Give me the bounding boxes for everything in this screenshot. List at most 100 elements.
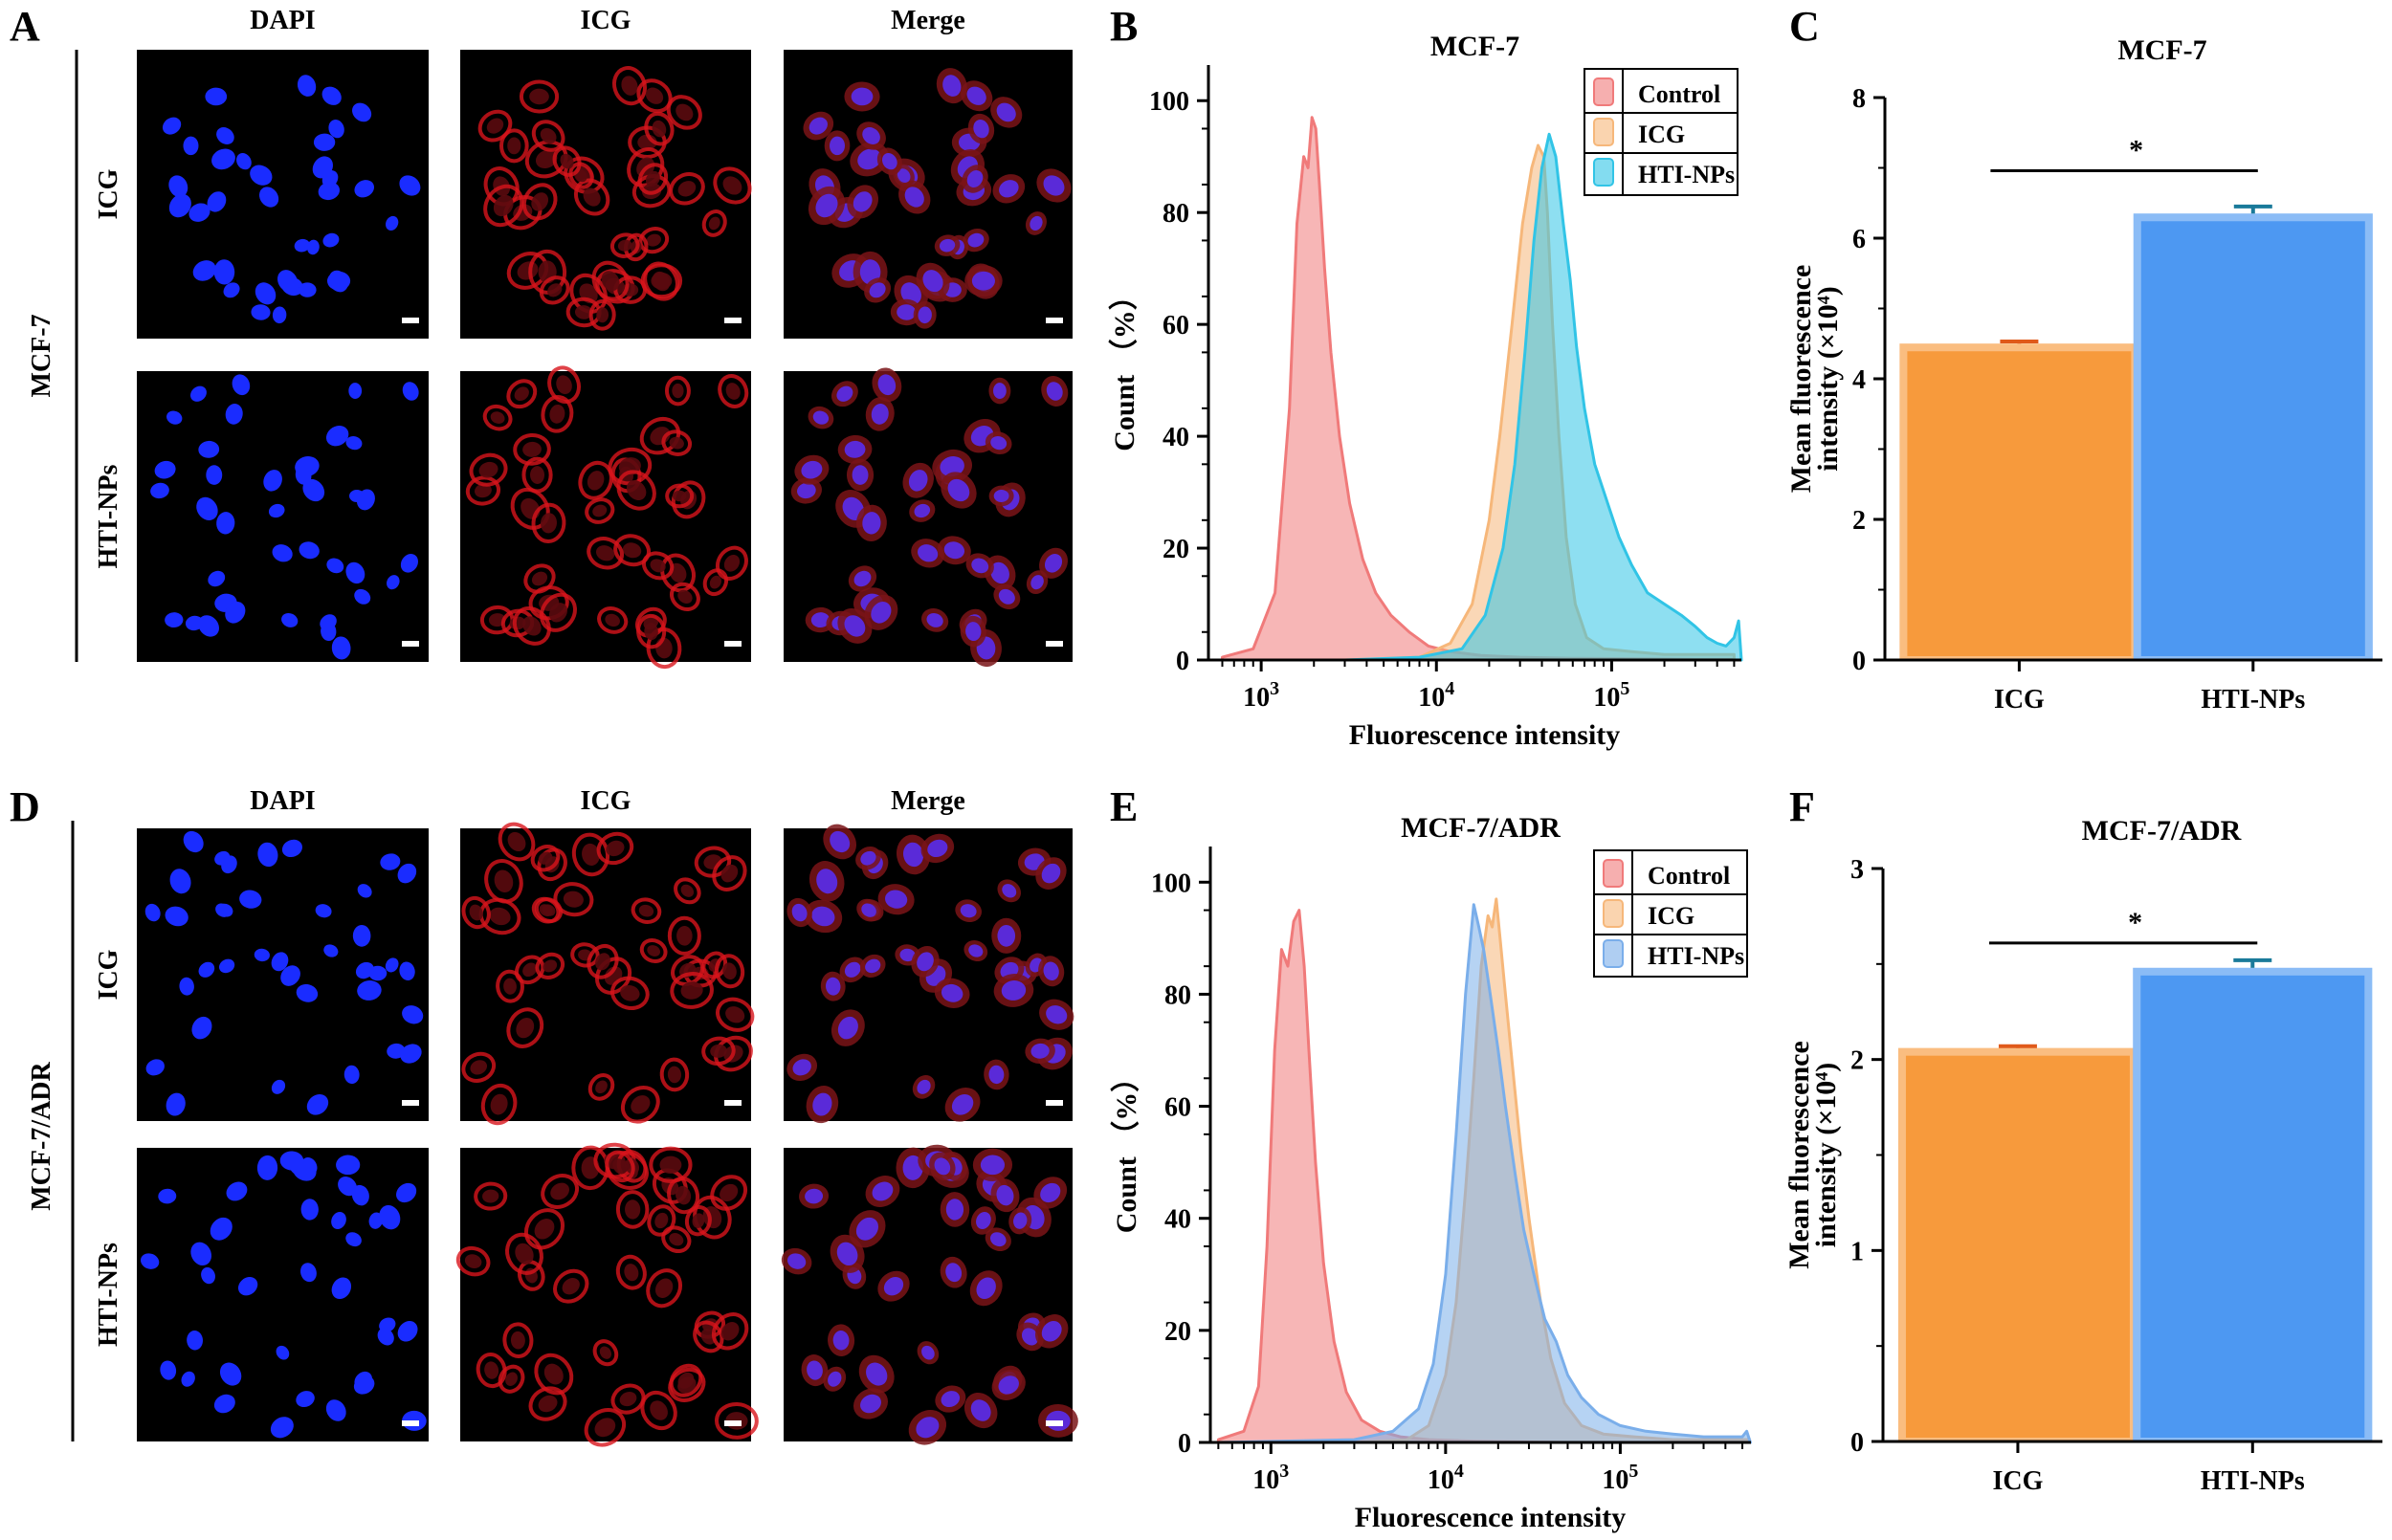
cell-body xyxy=(494,869,514,893)
cell-outline xyxy=(591,260,630,301)
nucleus xyxy=(183,830,204,853)
nucleus xyxy=(198,440,220,458)
row-label: HTI-NPs xyxy=(94,464,123,568)
nucleus xyxy=(150,482,169,499)
cell-body xyxy=(530,466,545,484)
nucleus xyxy=(917,952,934,972)
cell-outline xyxy=(585,497,615,524)
panel-letter: D xyxy=(10,783,40,830)
nucleus xyxy=(154,460,176,479)
nucleus xyxy=(884,890,908,909)
nucleus xyxy=(270,1417,294,1439)
cell-outline xyxy=(512,606,551,646)
cell-outline xyxy=(670,582,700,611)
cell-body xyxy=(601,271,620,292)
cell-outline xyxy=(616,470,656,511)
cell-body xyxy=(522,616,542,636)
nucleus xyxy=(216,512,235,535)
nucleus xyxy=(313,133,336,151)
cell-outline xyxy=(498,822,536,862)
nucleus xyxy=(321,622,337,641)
cell-body xyxy=(676,1185,692,1205)
cell-outline xyxy=(552,145,582,177)
merge-image xyxy=(784,824,1074,1124)
cell-body xyxy=(620,984,640,1001)
nucleus xyxy=(943,541,965,560)
y-tick-label: 1 xyxy=(1850,1237,1864,1266)
nucleus xyxy=(397,1321,418,1342)
cell-body xyxy=(667,1066,681,1084)
nucleus xyxy=(325,1399,346,1421)
cell-body xyxy=(723,554,741,572)
cell-outline xyxy=(668,1367,706,1402)
y-tick-label: 2 xyxy=(1852,506,1866,536)
cell-outline xyxy=(609,232,640,258)
scale-bar xyxy=(724,641,742,647)
column-title: ICG xyxy=(581,786,631,816)
nucleus xyxy=(990,561,1009,584)
cell-outline xyxy=(547,365,581,404)
nucleus xyxy=(338,1177,358,1197)
cell-body xyxy=(522,441,542,457)
cell-outline xyxy=(665,483,695,509)
nucleus xyxy=(869,282,886,298)
panel-letter: C xyxy=(1789,3,1820,50)
nucleus xyxy=(810,612,831,628)
chart-title: MCF-7/ADR xyxy=(1401,812,1561,844)
nucleus xyxy=(942,75,962,97)
nucleus xyxy=(811,906,835,927)
nucleus xyxy=(190,1242,212,1266)
cell-body xyxy=(720,864,739,883)
cell-body xyxy=(645,87,664,104)
cell-outline xyxy=(506,1007,544,1048)
cell-outline xyxy=(476,1353,507,1389)
nucleus xyxy=(939,238,956,253)
nucleus xyxy=(881,152,897,170)
cell-body xyxy=(543,1363,564,1385)
nucleus xyxy=(385,957,399,973)
nucleus xyxy=(941,1391,961,1408)
x-tick-label: 103 xyxy=(1243,678,1279,713)
nucleus xyxy=(237,1277,258,1296)
nucleus xyxy=(897,168,911,183)
nucleus xyxy=(165,906,188,927)
nucleus xyxy=(815,193,838,218)
cell-body xyxy=(669,1233,684,1246)
nucleus xyxy=(353,1375,375,1395)
cell-outline xyxy=(609,976,650,1010)
nucleus xyxy=(280,965,300,986)
cell-outline xyxy=(461,1051,497,1083)
nucleus xyxy=(210,1217,233,1241)
cell-body xyxy=(676,925,693,946)
cell-outline xyxy=(521,456,553,494)
cell-body xyxy=(470,1060,488,1075)
nucleus xyxy=(1044,554,1063,573)
nucleus xyxy=(352,924,371,947)
cell-body xyxy=(478,461,498,478)
cell-outline xyxy=(541,1174,580,1209)
nucleus xyxy=(1040,1182,1061,1203)
nucleus xyxy=(349,489,365,502)
nucleus xyxy=(213,1394,235,1414)
nucleus xyxy=(232,374,251,396)
scale-bar xyxy=(724,1420,742,1426)
nucleus xyxy=(219,1362,242,1386)
nucleus xyxy=(400,554,418,573)
cell-outline xyxy=(541,395,574,433)
cell-body xyxy=(720,1322,740,1341)
scale-bar xyxy=(402,318,419,323)
nucleus xyxy=(903,842,924,868)
cell-body xyxy=(543,959,558,973)
cell-outline xyxy=(553,882,594,917)
nucleus xyxy=(914,503,931,518)
cell-body xyxy=(505,1372,518,1386)
nucleus xyxy=(387,575,400,590)
y-axis-label-line2: intensity (×10⁴) xyxy=(1810,1063,1842,1248)
cell-outline xyxy=(535,952,565,979)
nucleus xyxy=(162,117,182,135)
chart-title: MCF-7 xyxy=(2117,34,2206,66)
cell-body xyxy=(531,192,549,211)
cell-outline xyxy=(713,166,752,205)
nucleus xyxy=(343,1065,360,1085)
nucleus xyxy=(805,1188,824,1204)
